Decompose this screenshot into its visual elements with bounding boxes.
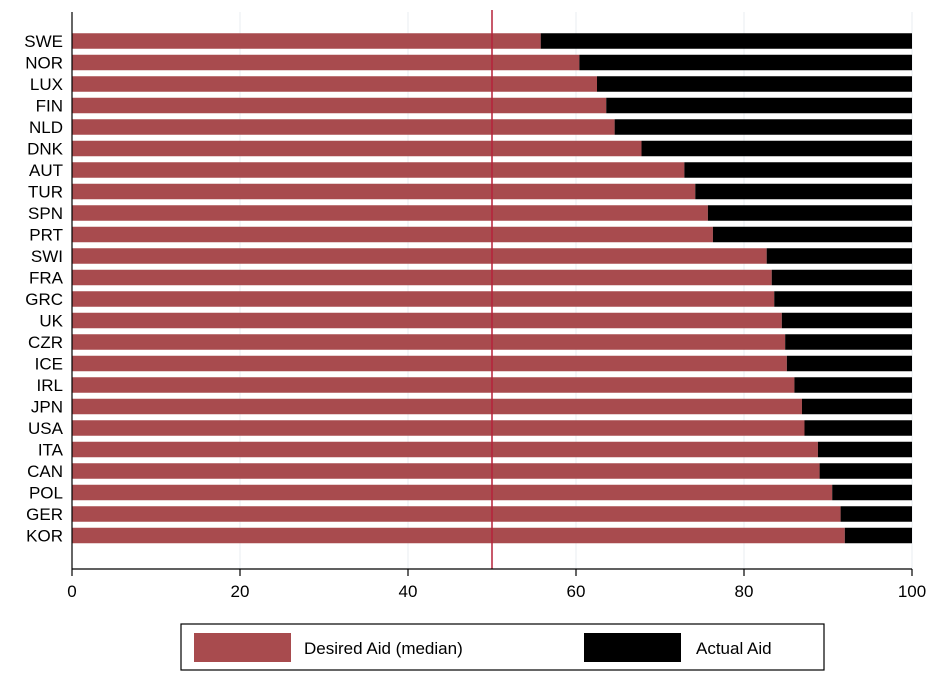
bar-dnk-actual [641, 140, 912, 157]
axes: 0 20 40 60 80 100 [67, 12, 926, 601]
category-labels: SWE NOR LUX FIN NLD DNK AUT TUR SPN PRT SWI FRA GRC U… [24, 32, 63, 546]
category-label-grc: GRC [25, 290, 63, 309]
bar-czr-actual [785, 334, 912, 350]
bar-tur-desired [72, 183, 696, 200]
legend-swatch-actual [584, 633, 681, 662]
bar-prt-actual [712, 226, 912, 243]
category-label-uk: UK [39, 312, 63, 331]
bar-fin-desired [72, 97, 607, 114]
bar-uk-desired [72, 312, 782, 329]
x-tick-label-100: 100 [898, 582, 926, 601]
bar-aut-desired [72, 162, 685, 178]
bar-grc-desired [72, 291, 775, 307]
bar-nld-actual [614, 119, 912, 135]
bar-aut-actual [684, 162, 912, 178]
category-label-fra: FRA [29, 269, 64, 288]
bar-swi-actual [766, 248, 912, 264]
bar-nor-actual [579, 54, 912, 71]
x-tick-label-40: 40 [399, 582, 418, 601]
legend-swatch-desired [194, 633, 291, 662]
category-label-swi: SWI [31, 247, 63, 266]
bar-spn-actual [707, 205, 912, 221]
category-label-nor: NOR [25, 54, 63, 73]
bar-spn-desired [72, 205, 708, 221]
bar-grc-actual [774, 291, 912, 307]
bar-nor-desired [72, 54, 580, 71]
bar-lux-desired [72, 76, 597, 92]
bar-jpn-actual [801, 398, 912, 415]
category-label-ger: GER [26, 505, 63, 524]
bar-can-actual [819, 463, 912, 479]
bar-ger-actual [840, 506, 912, 522]
bar-lux-actual [597, 76, 912, 92]
bar-kor-desired [72, 527, 845, 544]
category-label-usa: USA [28, 419, 64, 438]
bar-irl-actual [794, 377, 912, 393]
category-label-jpn: JPN [31, 398, 63, 417]
bar-usa-desired [72, 420, 805, 436]
bar-pol-actual [832, 484, 912, 501]
bar-kor-actual [844, 527, 912, 544]
category-label-ita: ITA [38, 441, 64, 460]
bar-pol-desired [72, 484, 833, 501]
bar-fin-actual [606, 97, 912, 114]
x-tick-label-80: 80 [735, 582, 754, 601]
category-label-pol: POL [29, 484, 63, 503]
bar-usa-actual [804, 420, 912, 436]
bars [72, 33, 912, 544]
bar-uk-actual [781, 312, 912, 329]
category-label-ice: ICE [35, 355, 63, 374]
bar-can-desired [72, 463, 820, 479]
bar-ita-desired [72, 441, 818, 458]
x-tick-label-0: 0 [67, 582, 76, 601]
bar-dnk-desired [72, 140, 642, 157]
category-label-nld: NLD [29, 118, 63, 137]
category-label-tur: TUR [28, 183, 63, 202]
category-label-can: CAN [27, 462, 63, 481]
bar-nld-desired [72, 119, 615, 135]
category-label-lux: LUX [30, 75, 63, 94]
bar-jpn-desired [72, 398, 802, 415]
category-label-prt: PRT [29, 226, 63, 245]
x-tick-label-20: 20 [231, 582, 250, 601]
category-label-irl: IRL [37, 376, 63, 395]
category-label-czr: CZR [28, 333, 63, 352]
bar-czr-desired [72, 334, 786, 350]
category-label-aut: AUT [29, 161, 63, 180]
bar-ita-actual [817, 441, 912, 458]
bar-swi-desired [72, 248, 767, 264]
bar-prt-desired [72, 226, 713, 243]
bar-swe-desired [72, 33, 541, 49]
bar-swe-actual [540, 33, 912, 49]
bar-tur-actual [695, 183, 912, 200]
bar-fra-desired [72, 269, 772, 286]
category-label-fin: FIN [36, 97, 63, 116]
legend-label-desired: Desired Aid (median) [304, 639, 463, 658]
bar-ger-desired [72, 506, 841, 522]
x-tick-label-60: 60 [567, 582, 586, 601]
bar-ice-desired [72, 355, 787, 372]
legend-label-actual: Actual Aid [696, 639, 772, 658]
bar-ice-actual [786, 355, 912, 372]
legend: Desired Aid (median) Actual Aid [180, 623, 825, 671]
bar-fra-actual [771, 269, 912, 286]
bar-irl-desired [72, 377, 795, 393]
category-label-swe: SWE [24, 32, 63, 51]
category-label-dnk: DNK [27, 140, 64, 159]
category-label-kor: KOR [26, 527, 63, 546]
category-label-spn: SPN [28, 204, 63, 223]
